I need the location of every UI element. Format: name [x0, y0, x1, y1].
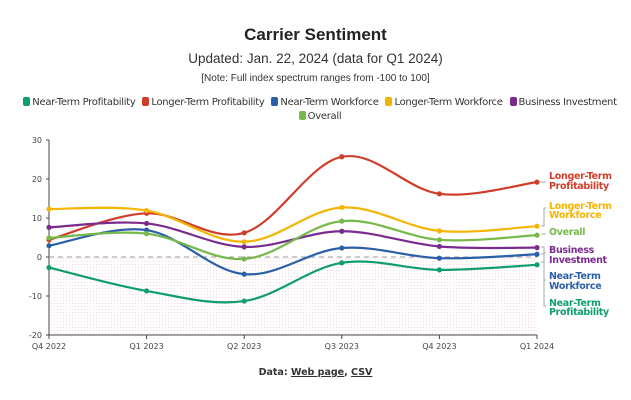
series-line-near-term-workforce: [48, 228, 538, 276]
data-point-longer-term-profitability: [241, 230, 247, 236]
data-point-overall: [339, 218, 345, 224]
series-line-longer-term-profitability: [48, 154, 538, 241]
end-label-near-term-workforce: Near-Term: [549, 271, 601, 282]
y-tick-label: -10: [29, 292, 42, 301]
y-tick-label: -20: [29, 331, 42, 340]
data-point-longer-term-workforce: [534, 223, 540, 229]
end-label-overall: Overall: [549, 227, 585, 238]
y-tick-label: 30: [32, 136, 42, 145]
legend-label: Business Investment: [518, 97, 618, 108]
legend-swatch: [509, 97, 517, 106]
label-connector: [541, 207, 546, 227]
series-line-near-term-profitability: [48, 260, 538, 304]
data-point-longer-term-profitability: [339, 154, 345, 160]
data-point-near-term-profitability: [436, 267, 442, 273]
csv-link[interactable]: CSV: [351, 367, 373, 378]
data-point-near-term-workforce: [534, 251, 540, 257]
data-point-longer-term-profitability: [534, 179, 540, 185]
legend-label: Longer-Term Profitability: [151, 97, 265, 108]
x-tick-label: Q3 2023: [325, 342, 359, 351]
data-point-business-investment: [144, 220, 150, 227]
legend-label: Near-Term Profitability: [32, 97, 136, 108]
legend-item-near-term-profitability[interactable]: Near-Term Profitability: [23, 96, 136, 110]
label-connector: [541, 246, 546, 254]
chart-subtitle: Updated: Jan. 22, 2024 (data for Q1 2024…: [188, 51, 443, 66]
legend-label: Overall: [307, 111, 342, 122]
legend-label: Longer-Term Workforce: [394, 97, 503, 108]
data-point-near-term-profitability: [241, 298, 247, 304]
legend-swatch: [385, 97, 393, 106]
legend: Near-Term Profitability Longer-Term Prof…: [20, 96, 620, 124]
x-tick-label: Q4 2022: [32, 342, 66, 351]
x-tick-label: Q1 2024: [520, 342, 554, 351]
data-point-longer-term-profitability: [436, 191, 442, 197]
end-label-business-investment: Investment: [549, 255, 608, 266]
legend-item-business-investment[interactable]: Business Investment: [509, 96, 618, 110]
series-line-longer-term-workforce: [48, 206, 538, 243]
data-point-overall: [436, 237, 442, 243]
label-connector: [541, 261, 546, 307]
end-label-near-term-workforce: Workforce: [549, 281, 601, 292]
legend-item-near-term-workforce[interactable]: Near-Term Workforce: [271, 96, 379, 110]
data-point-business-investment: [241, 244, 247, 250]
data-point-near-term-profitability: [534, 262, 540, 268]
end-label-longer-term-workforce: Workforce: [549, 210, 601, 221]
data-point-longer-term-workforce: [46, 206, 52, 212]
data-point-longer-term-workforce: [144, 207, 150, 214]
legend-item-longer-term-workforce[interactable]: Longer-Term Workforce: [385, 96, 503, 110]
footer: Data: Web page, CSV: [0, 367, 631, 378]
series-line-overall: [48, 219, 538, 261]
footer-separator: ,: [344, 367, 348, 378]
end-label-longer-term-profitability: Profitability: [549, 181, 610, 192]
data-point-near-term-workforce: [339, 245, 345, 251]
legend-swatch: [271, 97, 279, 106]
data-point-business-investment: [436, 243, 442, 250]
x-tick-label: Q2 2023: [227, 342, 261, 351]
data-point-overall: [241, 256, 247, 262]
legend-swatch: [23, 97, 31, 106]
x-tick-label: Q4 2023: [422, 342, 456, 351]
legend-swatch: [142, 97, 150, 106]
end-label-near-term-profitability: Profitability: [549, 307, 610, 318]
data-point-near-term-workforce: [436, 255, 442, 261]
data-point-longer-term-workforce: [339, 204, 345, 211]
data-point-business-investment: [339, 228, 345, 234]
end-label-business-investment: Business: [549, 245, 595, 256]
data-point-near-term-profitability: [46, 264, 52, 271]
data-point-longer-term-workforce: [436, 228, 442, 234]
data-point-overall: [144, 231, 150, 237]
legend-item-overall[interactable]: Overall: [298, 110, 342, 124]
chart-title: Carrier Sentiment: [244, 25, 387, 44]
data-point-near-term-profitability: [339, 260, 345, 266]
data-point-near-term-profitability: [144, 288, 150, 294]
web-page-link[interactable]: Web page: [290, 367, 345, 378]
end-label-longer-term-profitability: Longer-Term: [549, 171, 612, 182]
data-point-overall: [46, 235, 52, 241]
end-label-near-term-profitability: Near-Term: [549, 298, 601, 309]
legend-swatch: [298, 111, 306, 120]
data-point-business-investment: [534, 245, 540, 251]
data-point-near-term-workforce: [241, 271, 247, 277]
chart-note: [Note: Full index spectrum ranges from -…: [201, 73, 430, 84]
x-tick-label: Q1 2023: [129, 342, 163, 351]
footer-prefix: Data:: [258, 367, 288, 378]
y-tick-label: 20: [32, 175, 42, 184]
data-point-overall: [534, 232, 540, 238]
legend-item-longer-term-profitability[interactable]: Longer-Term Profitability: [142, 96, 265, 110]
data-point-near-term-workforce: [46, 243, 52, 249]
data-point-longer-term-workforce: [241, 239, 247, 245]
end-label-longer-term-workforce: Longer-Term: [549, 201, 612, 212]
y-tick-label: 0: [37, 253, 42, 262]
data-point-business-investment: [46, 224, 52, 230]
y-tick-label: 10: [32, 214, 42, 223]
legend-label: Near-Term Workforce: [280, 97, 379, 108]
